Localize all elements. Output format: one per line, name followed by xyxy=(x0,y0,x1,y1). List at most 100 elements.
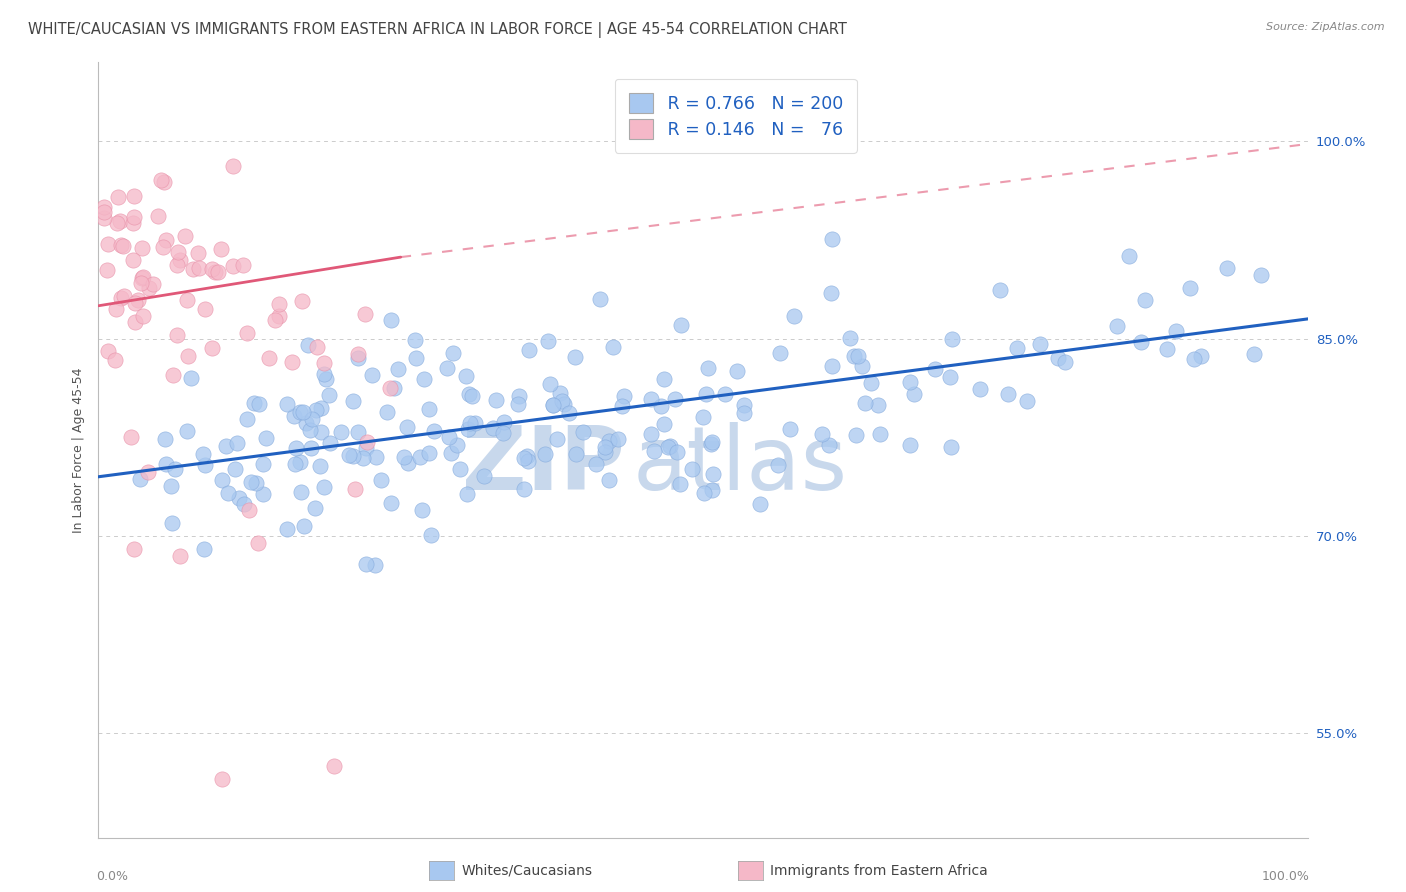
Point xyxy=(811,427,834,442)
Point xyxy=(454,369,477,384)
Point xyxy=(110,238,132,252)
Point xyxy=(290,485,312,500)
Point xyxy=(239,475,262,489)
Point xyxy=(838,331,860,345)
Point xyxy=(354,441,377,455)
Point xyxy=(817,438,839,452)
Point xyxy=(820,286,842,301)
Point xyxy=(162,516,184,530)
Point xyxy=(1243,347,1265,361)
Point xyxy=(124,189,146,203)
Point xyxy=(446,438,468,452)
Point xyxy=(364,558,387,572)
Point xyxy=(482,421,505,435)
Point xyxy=(768,346,790,360)
Point xyxy=(557,406,579,420)
Point xyxy=(610,399,633,413)
Point xyxy=(939,369,962,384)
Point xyxy=(702,483,724,498)
Point xyxy=(589,292,612,306)
Point xyxy=(110,291,132,305)
Point xyxy=(132,270,155,285)
Point xyxy=(288,405,311,419)
Text: Immigrants from Eastern Africa: Immigrants from Eastern Africa xyxy=(770,863,988,878)
Point xyxy=(308,458,330,473)
Point xyxy=(307,340,329,354)
Point xyxy=(246,535,269,549)
Point xyxy=(207,265,229,279)
Point xyxy=(93,200,115,214)
Text: WHITE/CAUCASIAN VS IMMIGRANTS FROM EASTERN AFRICA IN LABOR FORCE | AGE 45-54 COR: WHITE/CAUCASIAN VS IMMIGRANTS FROM EASTE… xyxy=(28,22,846,38)
Point xyxy=(152,240,174,254)
Point xyxy=(408,450,430,464)
Point xyxy=(607,432,630,446)
Point xyxy=(276,397,298,411)
Point xyxy=(492,426,515,441)
Point xyxy=(779,422,801,436)
Point xyxy=(361,368,384,382)
Point xyxy=(697,361,720,376)
Point xyxy=(643,443,665,458)
Point xyxy=(188,260,211,275)
Point xyxy=(141,277,163,292)
Point xyxy=(404,333,426,347)
Point xyxy=(343,482,366,496)
Point xyxy=(692,410,714,425)
Point xyxy=(356,434,378,449)
Point xyxy=(153,432,176,446)
Point xyxy=(131,241,153,255)
Point xyxy=(288,455,311,469)
Point xyxy=(969,382,991,396)
Point xyxy=(347,351,370,365)
Point xyxy=(366,450,388,464)
Point xyxy=(322,759,344,773)
Point xyxy=(412,372,434,386)
Point xyxy=(283,409,305,423)
Point xyxy=(411,502,433,516)
Text: 0.0%: 0.0% xyxy=(96,870,128,882)
Point xyxy=(378,381,401,395)
Point xyxy=(347,346,370,360)
Point xyxy=(169,549,191,563)
Point xyxy=(1005,342,1028,356)
Point xyxy=(924,361,946,376)
Point xyxy=(314,480,336,494)
Point xyxy=(820,359,842,373)
Point xyxy=(842,349,865,363)
Point xyxy=(1215,260,1237,275)
Point xyxy=(228,491,250,505)
Point xyxy=(201,262,224,277)
Point xyxy=(1156,342,1178,356)
Point xyxy=(124,296,146,310)
Point xyxy=(681,461,703,475)
Point xyxy=(177,349,200,363)
Point xyxy=(382,381,405,395)
Point xyxy=(517,454,540,468)
Point xyxy=(869,427,891,442)
Point xyxy=(299,441,322,455)
Point xyxy=(254,431,277,445)
Point xyxy=(97,344,120,359)
Point xyxy=(1046,351,1069,366)
Point xyxy=(598,434,620,448)
Point xyxy=(166,258,188,272)
Point xyxy=(314,355,336,369)
Point xyxy=(97,236,120,251)
Point xyxy=(128,472,150,486)
Point xyxy=(903,386,925,401)
Point xyxy=(541,398,564,412)
Point xyxy=(281,354,304,368)
Point xyxy=(1130,335,1153,350)
Point xyxy=(284,441,307,455)
Point xyxy=(733,406,755,420)
Point xyxy=(866,398,889,412)
Point xyxy=(848,349,870,363)
Point xyxy=(517,343,540,358)
Point xyxy=(749,497,772,511)
Point xyxy=(423,424,446,438)
Point xyxy=(283,457,305,471)
Point xyxy=(245,475,267,490)
Point xyxy=(129,276,152,290)
Point xyxy=(346,425,368,439)
Point xyxy=(1017,393,1039,408)
